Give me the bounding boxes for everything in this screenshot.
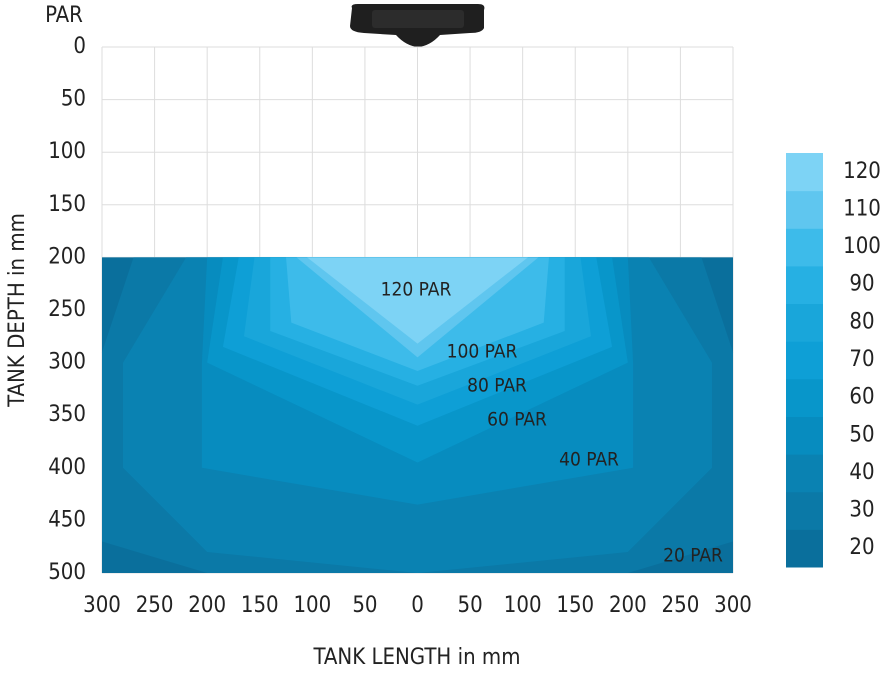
- colorbar-band: [786, 378, 823, 417]
- colorbar-label: 90: [849, 272, 874, 297]
- y-tick-label: 300: [48, 350, 86, 375]
- colorbar-band: [786, 228, 823, 267]
- colorbar-label: 60: [849, 385, 874, 410]
- y-tick-label: 500: [48, 560, 86, 585]
- x-tick-label: 50: [457, 593, 482, 618]
- x-tick-label: 50: [352, 593, 377, 618]
- contour-label: 120 PAR: [381, 279, 452, 301]
- x-tick-label: 300: [714, 593, 752, 618]
- contour-label: 100 PAR: [447, 341, 518, 363]
- x-tick-label: 250: [136, 593, 174, 618]
- colorbar-band: [786, 303, 823, 342]
- y-tick-label: 0: [73, 34, 86, 59]
- light-fixture: [350, 4, 485, 47]
- x-tick-label: 200: [609, 593, 647, 618]
- x-tick-label: 250: [662, 593, 700, 618]
- y-tick-label: 250: [48, 297, 86, 322]
- x-tick-label: 150: [556, 593, 594, 618]
- y-axis-title: TANK DEPTH in mm: [5, 213, 30, 408]
- contour-label: 20 PAR: [663, 545, 723, 567]
- colorbar-label: 110: [843, 196, 881, 221]
- colorbar-label: 80: [849, 309, 874, 334]
- colorbar-band: [786, 454, 823, 493]
- colorbar-band: [786, 491, 823, 530]
- x-tick-label: 100: [504, 593, 542, 618]
- colorbar-label: 100: [843, 234, 881, 259]
- colorbar-band: [786, 190, 823, 229]
- x-axis-title: TANK LENGTH in mm: [312, 645, 520, 670]
- contour-region: [307, 257, 528, 344]
- colorbar-label: 50: [849, 422, 874, 447]
- y-tick-label: 450: [48, 507, 86, 532]
- x-tick-label: 0: [411, 593, 424, 618]
- colorbar-label: 70: [849, 347, 874, 372]
- contour-label: 60 PAR: [487, 409, 547, 431]
- colorbar-label: 20: [849, 535, 874, 560]
- colorbar-band: [786, 265, 823, 305]
- x-tick-label: 300: [83, 593, 121, 618]
- y-tick-label: 100: [48, 139, 86, 164]
- x-tick-label: 100: [293, 593, 331, 618]
- colorbar-band: [786, 153, 823, 192]
- colorbar-band: [786, 416, 823, 455]
- y-tick-label: 400: [48, 455, 86, 480]
- value-label: PAR: [45, 3, 83, 28]
- colorbar-label: 30: [849, 498, 874, 523]
- colorbar-band: [786, 341, 823, 380]
- y-tick-label: 200: [48, 244, 86, 269]
- colorbar-band: [786, 529, 823, 568]
- colorbar-label: 40: [849, 460, 874, 485]
- y-tick-label: 350: [48, 402, 86, 427]
- contour-label: 80 PAR: [467, 375, 527, 397]
- x-tick-label: 200: [188, 593, 226, 618]
- contour-label: 40 PAR: [559, 449, 619, 471]
- y-tick-label: 150: [48, 192, 86, 217]
- colorbar-label: 120: [843, 159, 881, 184]
- x-tick-label: 150: [241, 593, 279, 618]
- y-tick-label: 50: [61, 87, 86, 112]
